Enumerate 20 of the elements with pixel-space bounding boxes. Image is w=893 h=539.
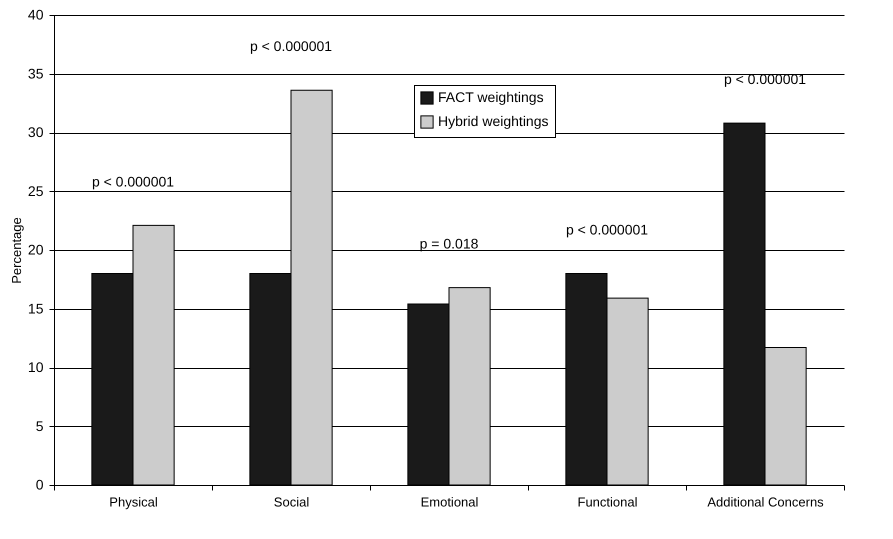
y-tick-label: 30 [28,124,44,140]
y-tick-label: 20 [28,242,44,258]
y-tick-label: 15 [28,300,44,316]
x-tick-label: Social [274,494,310,510]
y-tick-label: 5 [36,418,44,434]
x-tick-label: Physical [109,494,158,510]
y-tick-label: 25 [28,182,44,199]
y-tick-label: 10 [28,359,44,375]
legend-label: Hybrid weightings [438,113,548,129]
x-tick-label: Functional [578,494,638,510]
annotation: p < 0.000001 [92,173,174,190]
y-axis-title: Percentage [8,217,24,284]
x-tick-label: Additional Concerns [707,494,824,510]
y-tick-label: 0 [36,476,44,492]
legend-label: FACT weightings [438,89,544,105]
y-tick-label: 35 [28,65,44,82]
x-tick-label: Emotional [420,494,479,510]
y-tick-label: 40 [28,6,44,22]
annotation: p < 0.000001 [250,38,332,54]
annotation: p < 0.000001 [566,222,648,238]
